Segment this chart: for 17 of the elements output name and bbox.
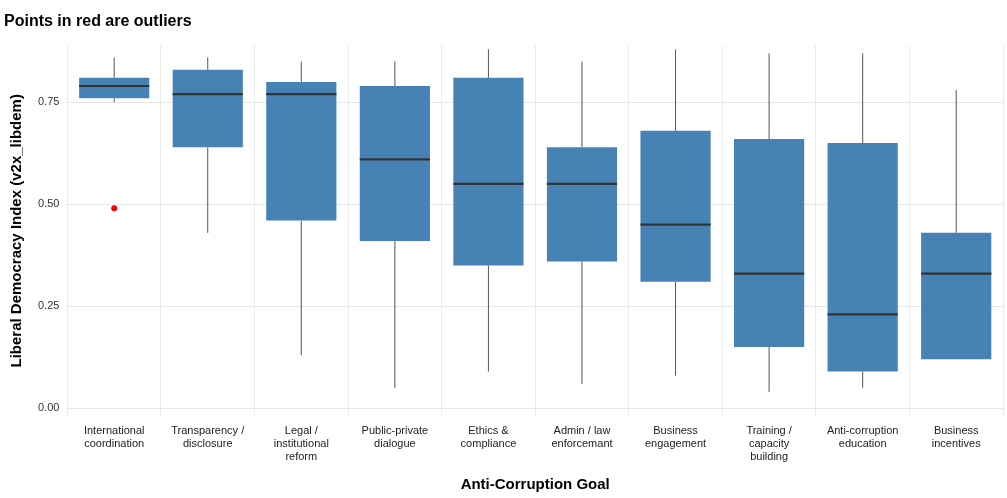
y-axis-title: Liberal Democracy Index (v2x_libdem): [7, 94, 25, 368]
x-tick-label: Transparency / disclosure: [171, 424, 246, 450]
y-tick-label: 0.25: [37, 299, 60, 312]
x-tick-label: Admin / law enforcemant: [551, 424, 613, 450]
x-tick-label: Ethics & compliance: [460, 424, 517, 450]
x-tick-label: Business engagement: [644, 424, 707, 450]
x-tick-label: Business incentives: [931, 424, 982, 450]
x-tick-label: International coordination: [83, 424, 145, 450]
y-tick-label: 0.75: [37, 95, 60, 108]
x-axis-title: Anti-Corruption Goal: [460, 475, 610, 493]
x-tick-label: Training / capacity building: [746, 424, 793, 463]
y-tick-label: 0.00: [37, 401, 60, 414]
x-tick-label: Anti-corruption education: [826, 424, 899, 450]
x-tick-label: Legal / institutional reform: [273, 424, 329, 463]
y-tick-label: 0.50: [37, 197, 60, 210]
x-tick-label: Public-private dialogue: [361, 424, 429, 450]
chart-title: Points in red are outliers: [4, 12, 192, 30]
